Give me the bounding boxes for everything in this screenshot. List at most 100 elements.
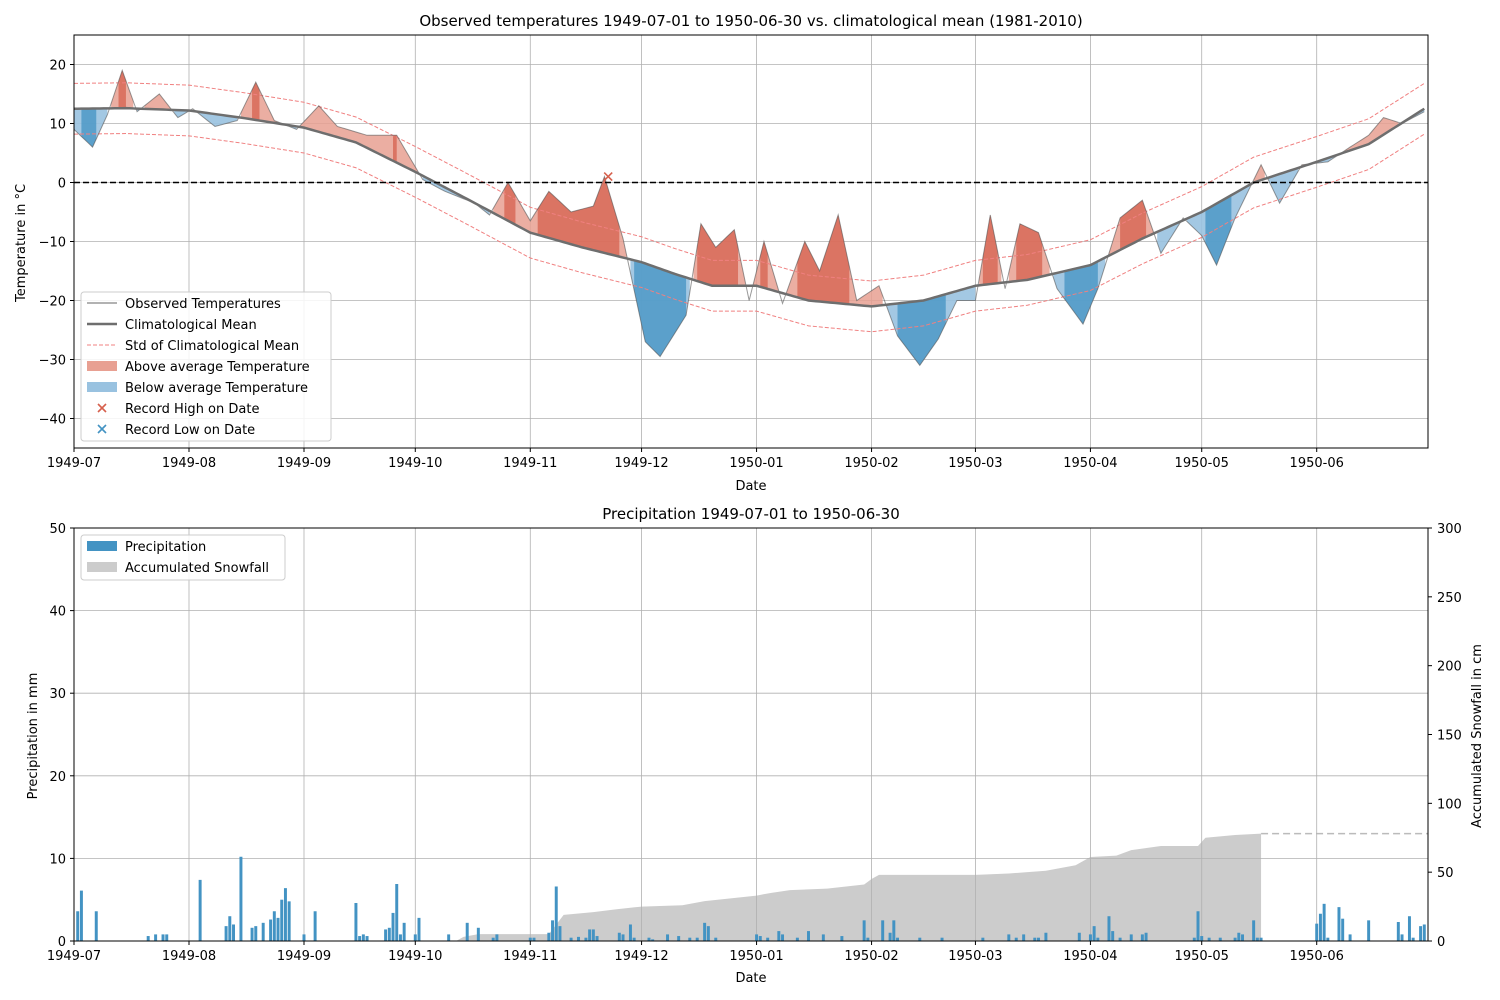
precipitation-bar xyxy=(866,937,870,941)
precipitation-bar xyxy=(584,937,588,941)
accumulated-snowfall-area xyxy=(74,833,1262,941)
temperature-x-tick-label: 1949-11 xyxy=(503,456,557,471)
precipitation-plot-area: 1949-07 1949-08 1949-09 1949-10 1949-11 1949-… xyxy=(47,522,1462,964)
precipitation-bar xyxy=(1407,916,1411,941)
precipitation-bar xyxy=(766,937,770,941)
precipitation-bar xyxy=(417,917,421,941)
precipitation-bar xyxy=(706,926,710,941)
precipitation-bar xyxy=(777,931,781,941)
precipitation-bar xyxy=(703,922,707,941)
precipitation-bar xyxy=(1252,920,1256,941)
precipitation-bar xyxy=(354,903,358,941)
precipitation-bar xyxy=(395,884,399,941)
precipitation-bar xyxy=(398,934,402,941)
above-std-fill xyxy=(1016,223,1043,282)
precipitation-bar xyxy=(695,937,699,941)
temperature-y-tick-label: −20 xyxy=(39,295,66,310)
precipitation-bar xyxy=(940,937,944,941)
precipitation-bar xyxy=(569,937,573,941)
precipitation-bar xyxy=(918,937,922,941)
temperature-x-tick-label: 1949-10 xyxy=(388,456,442,471)
precipitation-bar xyxy=(1088,934,1092,941)
above-std-fill xyxy=(252,82,260,121)
precipitation-bar xyxy=(547,932,551,941)
snowfall-y-tick-label: 150 xyxy=(1437,729,1462,744)
precipitation-bar xyxy=(862,920,866,941)
precipitation-bar xyxy=(146,936,150,941)
precipitation-x-tick-label: 1949-07 xyxy=(47,949,101,964)
precipitation-bar xyxy=(1014,937,1018,941)
precipitation-bar xyxy=(232,924,235,941)
precipitation-x-axis-label: Date xyxy=(735,971,766,986)
temperature-x-tick-label: 1949-09 xyxy=(277,456,331,471)
precipitation-bar xyxy=(228,916,232,941)
temperature-x-tick-label: 1949-08 xyxy=(162,456,216,471)
precipitation-bar xyxy=(287,901,291,941)
precipitation-bar xyxy=(755,934,759,941)
snowfall-y-axis-label: Accumulated Snowfall in cm xyxy=(1470,644,1485,828)
precipitation-bar xyxy=(595,936,599,941)
precipitation-bar xyxy=(677,936,681,941)
precipitation-bar xyxy=(413,934,417,941)
precipitation-x-tick-label: 1949-12 xyxy=(614,949,668,964)
precipitation-x-tick-label: 1949-11 xyxy=(503,949,557,964)
precipitation-bar xyxy=(528,937,532,941)
precipitation-bar xyxy=(554,886,558,941)
legend-record-low-swatch xyxy=(97,424,107,434)
precipitation-y-tick-label: 40 xyxy=(49,605,66,620)
above-std-fill xyxy=(797,214,850,305)
temperature-legend-label: Below average Temperature xyxy=(125,381,308,396)
precipitation-bar xyxy=(651,939,655,941)
precipitation-bar xyxy=(302,934,306,941)
precipitation-bar xyxy=(1367,920,1371,941)
snowfall-y-tick-label: 100 xyxy=(1437,797,1462,812)
precipitation-x-tick-label: 1949-08 xyxy=(162,949,216,964)
precipitation-bar xyxy=(495,934,499,941)
precipitation-bar xyxy=(577,936,580,941)
precipitation-x-tick-label: 1949-10 xyxy=(388,949,442,964)
precipitation-bar xyxy=(1007,934,1011,941)
precipitation-bar xyxy=(1337,907,1341,941)
precipitation-bar xyxy=(532,937,536,941)
precipitation-bar xyxy=(391,912,395,941)
precipitation-x-tick-label: 1950-04 xyxy=(1063,949,1117,964)
snowfall-y-tick-label: 250 xyxy=(1437,591,1462,606)
legend-snowfall-swatch xyxy=(87,562,117,572)
temperature-legend-label: Record High on Date xyxy=(125,402,259,417)
temperature-legend-label: Record Low on Date xyxy=(125,423,255,438)
precipitation-legend-label: Accumulated Snowfall xyxy=(125,561,269,576)
temperature-x-tick-label: 1949-07 xyxy=(47,456,101,471)
precipitation-bar xyxy=(1140,934,1144,941)
above-std-fill xyxy=(504,182,516,225)
precipitation-bar xyxy=(161,934,165,941)
precipitation-bar xyxy=(1129,934,1133,941)
temperature-x-tick-label: 1950-01 xyxy=(729,456,783,471)
precipitation-y-tick-label: 10 xyxy=(49,852,66,867)
precipitation-bar xyxy=(632,937,636,941)
precipitation-bar xyxy=(892,920,896,941)
below-average-fill xyxy=(174,109,189,118)
record-high-marker-stroke xyxy=(603,172,613,182)
above-std-fill xyxy=(1120,200,1147,250)
above-average-fill xyxy=(1342,117,1399,153)
precipitation-bar xyxy=(384,929,388,941)
below-std-fill xyxy=(1205,195,1232,266)
precipitation-bar xyxy=(1118,937,1122,941)
precipitation-bar xyxy=(1259,937,1263,941)
legend-record-high-swatch xyxy=(97,403,107,413)
precipitation-bar xyxy=(1422,924,1426,941)
climatological-mean-line xyxy=(73,106,1425,308)
precipitation-bar xyxy=(79,890,83,941)
above-std-fill xyxy=(537,176,620,257)
precipitation-legend: Precipitation Accumulated Snowfall xyxy=(80,534,286,581)
above-std-fill xyxy=(760,241,768,289)
below-std-fill xyxy=(634,260,687,357)
precipitation-bar xyxy=(714,937,718,941)
precipitation-bar xyxy=(165,934,169,941)
precipitation-bar xyxy=(588,929,592,941)
snowfall-y-tick-label: 50 xyxy=(1437,866,1454,881)
above-average-fill xyxy=(1253,164,1265,183)
precipitation-bar xyxy=(1144,932,1148,941)
precipitation-bar xyxy=(361,934,365,941)
precipitation-bar xyxy=(76,911,80,941)
